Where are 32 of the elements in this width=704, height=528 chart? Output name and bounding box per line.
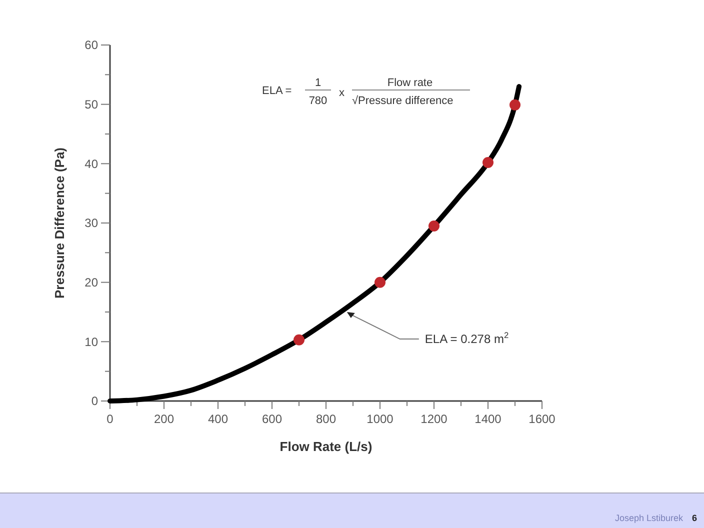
- y-tick-label: 60: [84, 38, 98, 52]
- x-tick-label: 600: [262, 412, 282, 426]
- y-tick-label: 40: [84, 156, 98, 171]
- y-tick-label: 0: [91, 394, 98, 408]
- y-tick-label: 20: [84, 276, 98, 290]
- annotation: ELA = 0.278 m$^{2}$: [424, 330, 509, 346]
- annotation: x: [339, 87, 345, 99]
- x-tick-label: 200: [154, 412, 174, 426]
- y-tick-label: 10: [84, 334, 98, 349]
- text: Joseph Lstiburek: [614, 513, 684, 523]
- y-axis-title: Pressure Difference (Pa): [52, 147, 67, 299]
- x-tick-label: 1200: [420, 412, 448, 426]
- annotation: Flow rate: [387, 77, 433, 89]
- annotation: ELA =: [262, 85, 292, 97]
- x-axis-title: Flow Rate (L/s): [280, 439, 372, 454]
- x-tick-label: 1400: [474, 412, 502, 426]
- text: 6: [692, 513, 697, 523]
- y-tick-label: 30: [84, 216, 98, 230]
- x-tick-label: 400: [208, 412, 228, 426]
- x-tick-label: 800: [316, 412, 336, 426]
- point: [428, 220, 440, 232]
- annotation: 1: [314, 77, 322, 89]
- point: [374, 276, 386, 288]
- y-tick-label: 50: [84, 98, 98, 112]
- annotation: 780: [308, 95, 328, 107]
- point: [294, 334, 304, 346]
- x-tick-label: 1600: [528, 412, 556, 426]
- point: [482, 156, 494, 168]
- x-tick-label: 0: [106, 412, 114, 426]
- annotation: √Pressure difference: [352, 95, 454, 107]
- point: [510, 99, 520, 110]
- x-tick-label: 1000: [366, 412, 394, 426]
